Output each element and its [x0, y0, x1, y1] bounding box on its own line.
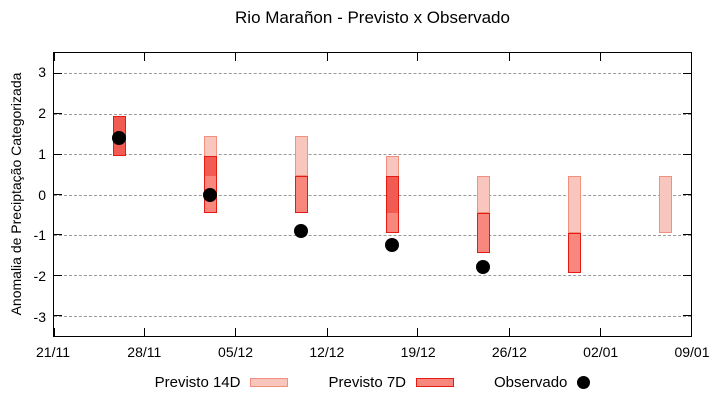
- previsto-7d-swatch: [416, 377, 455, 387]
- y-tick-label: -2: [33, 267, 46, 284]
- y-tick-label: 1: [38, 145, 46, 162]
- legend: Previsto 14D Previsto 7D Observado: [53, 369, 692, 395]
- previsto-7d-bar: [294, 176, 308, 213]
- y-tick-label: 2: [38, 105, 46, 122]
- legend-label: Observado: [494, 373, 568, 391]
- observado-dot-sample: [577, 375, 591, 389]
- y-tick-mark: [683, 194, 691, 195]
- observado-dot: [203, 187, 217, 202]
- x-tick-mark: [690, 53, 692, 61]
- plot-area: [53, 52, 692, 337]
- previsto-7d-bar-border: [567, 232, 581, 274]
- x-tick-label: 26/12: [491, 344, 527, 360]
- y-tick-mark: [683, 234, 691, 236]
- x-tick-mark: [599, 328, 601, 336]
- chart-title: Rio Marañon - Previsto x Observado: [235, 8, 510, 27]
- y-tick-mark: [683, 72, 691, 74]
- y-tick-mark: [54, 234, 62, 236]
- y-tick-mark: [683, 274, 691, 276]
- x-tick-label: 02/01: [583, 344, 619, 360]
- observado-dot: [476, 260, 490, 275]
- previsto-7d-bar-border: [385, 176, 399, 233]
- previsto-overlap-region: [385, 176, 399, 213]
- gridline: [54, 113, 691, 115]
- x-tick-mark: [144, 328, 146, 336]
- x-tick-mark: [599, 53, 601, 61]
- x-tick-label: 21/11: [36, 344, 70, 360]
- x-tick-label: 19/12: [400, 344, 436, 360]
- observado-dot: [385, 238, 399, 253]
- previsto-14d-bar: [476, 176, 490, 213]
- x-tick-mark: [326, 53, 328, 61]
- observado-dot: [294, 223, 308, 238]
- previsto-overlap-region: [203, 156, 217, 177]
- previsto-14d-bar: [294, 135, 308, 177]
- x-tick-label: 09/01: [674, 344, 710, 360]
- y-tick-mark: [683, 315, 691, 317]
- y-tick-label: 0: [38, 186, 46, 203]
- y-tick-mark: [54, 315, 62, 317]
- previsto-14d-bar: [567, 176, 581, 233]
- legend-item: Observado: [494, 373, 591, 391]
- legend-item: Previsto 14D: [155, 374, 289, 391]
- previsto-14d-bar: [658, 176, 672, 233]
- y-tick-mark: [54, 194, 62, 195]
- y-tick-mark: [54, 113, 62, 115]
- legend-label: Previsto 14D: [154, 373, 241, 391]
- previsto-14d-swatch: [250, 377, 289, 387]
- observado-dot: [112, 130, 126, 145]
- x-tick-mark: [417, 53, 419, 61]
- y-tick-label: -1: [33, 227, 46, 244]
- y-tick-mark: [54, 72, 62, 74]
- x-tick-label: 05/12: [218, 344, 254, 360]
- x-tick-label: 28/11: [127, 344, 162, 360]
- y-tick-mark: [54, 153, 62, 155]
- x-tick-mark: [235, 53, 237, 61]
- x-tick-label: 12/12: [309, 344, 345, 360]
- x-tick-mark: [235, 328, 237, 336]
- gridline: [54, 73, 691, 75]
- x-tick-mark: [326, 328, 328, 336]
- x-tick-mark: [690, 328, 692, 336]
- legend-item: Previsto 7D: [328, 373, 455, 391]
- gridline: [54, 194, 691, 196]
- x-tick-mark: [144, 53, 146, 61]
- x-tick-mark: [508, 53, 510, 61]
- y-tick-mark: [683, 153, 691, 155]
- previsto-7d-bar: [476, 212, 490, 254]
- y-tick-mark: [54, 274, 62, 276]
- previsto-7d-bar-border: [476, 212, 490, 254]
- previsto-7d-bar-border: [294, 176, 308, 213]
- x-tick-mark: [53, 328, 55, 336]
- previsto-7d-bar: [567, 232, 581, 274]
- y-tick-label: -3: [33, 308, 46, 325]
- y-tick-label: 3: [38, 64, 46, 81]
- gridline: [54, 315, 691, 317]
- gridline: [54, 275, 691, 277]
- x-tick-mark: [417, 328, 419, 336]
- x-tick-mark: [53, 53, 55, 61]
- legend-label: Previsto 7D: [328, 373, 407, 391]
- gridline: [54, 154, 691, 156]
- gridline: [54, 234, 691, 236]
- x-tick-mark: [508, 328, 510, 336]
- previsto-7d-bar-border: [203, 156, 217, 213]
- y-tick-mark: [683, 113, 691, 115]
